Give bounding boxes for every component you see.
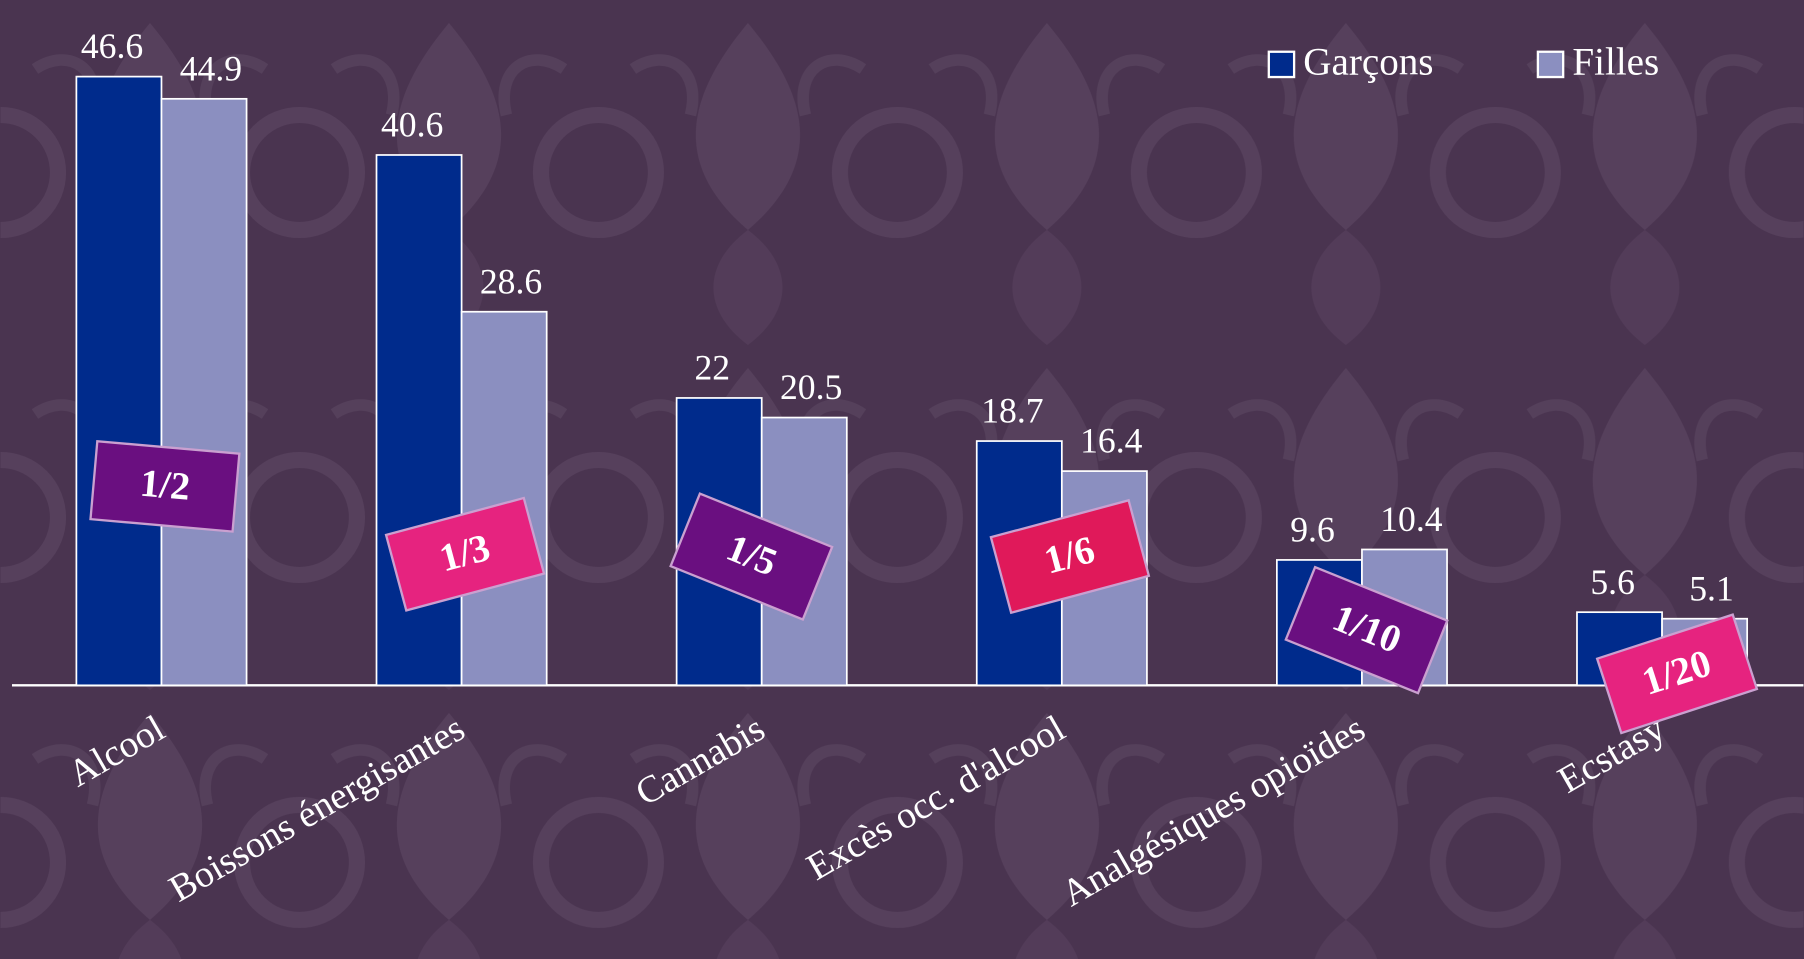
annotation: 1/3 bbox=[384, 496, 546, 612]
annotation-box bbox=[989, 498, 1151, 615]
annotation: 1/20 bbox=[1595, 613, 1759, 735]
bar bbox=[160, 97, 248, 687]
annotation-box bbox=[669, 492, 834, 621]
annotation: 1/6 bbox=[989, 498, 1151, 615]
annotation-label: 1/2 bbox=[138, 462, 191, 509]
annotation: 1/2 bbox=[89, 439, 241, 533]
bar bbox=[75, 75, 163, 687]
value-label: 5.6 bbox=[1590, 562, 1635, 602]
value-label: 40.6 bbox=[381, 105, 443, 145]
annotation-box bbox=[1284, 565, 1449, 695]
value-label: 46.6 bbox=[81, 26, 143, 66]
annotation: 1/10 bbox=[1284, 565, 1449, 695]
legend-swatch bbox=[1267, 50, 1296, 79]
annotation-box bbox=[384, 496, 546, 612]
legend-label: Filles bbox=[1572, 41, 1659, 84]
value-label: 18.7 bbox=[981, 391, 1043, 431]
value-label: 28.6 bbox=[480, 261, 542, 301]
legend-label: Garçons bbox=[1303, 41, 1433, 84]
bar bbox=[460, 310, 548, 687]
legend-swatch bbox=[1536, 50, 1565, 79]
value-label: 5.1 bbox=[1689, 568, 1734, 608]
value-label: 44.9 bbox=[180, 48, 242, 88]
annotation-box bbox=[89, 439, 241, 533]
value-label: 9.6 bbox=[1290, 510, 1335, 550]
annotation-box bbox=[1595, 613, 1759, 735]
value-label: 20.5 bbox=[780, 367, 842, 407]
value-label: 10.4 bbox=[1380, 499, 1443, 539]
value-label: 16.4 bbox=[1080, 421, 1143, 461]
annotation: 1/5 bbox=[669, 492, 834, 621]
value-label: 22 bbox=[694, 348, 730, 388]
